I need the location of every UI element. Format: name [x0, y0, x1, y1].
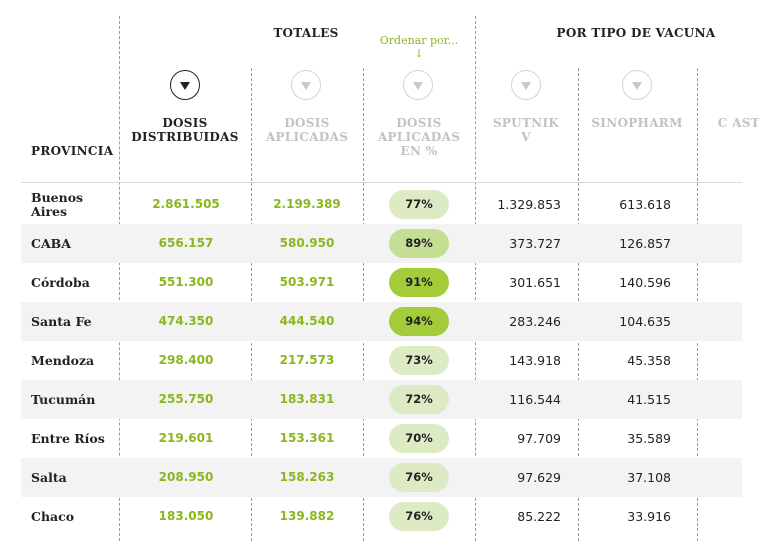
- pct-badge: 77%: [389, 190, 449, 219]
- pct-badge: 91%: [389, 268, 449, 297]
- pct-badge: 73%: [389, 346, 449, 375]
- sort-button-sputnik[interactable]: [511, 70, 541, 100]
- group-header-por-tipo: POR TIPO DE VACUNA: [556, 26, 716, 40]
- column-header-dosis-aplicadas[interactable]: DOSIS APLICADAS: [265, 116, 349, 144]
- sinopharm-value: 41.515: [627, 392, 671, 407]
- table-row: Chaco 183.050 139.882 76% 85.222 33.916: [21, 497, 742, 536]
- pct-badge: 76%: [389, 502, 449, 531]
- province-name: Buenos Aires: [31, 190, 84, 219]
- sputnik-value: 301.651: [509, 275, 561, 290]
- sinopharm-value: 104.635: [619, 314, 671, 329]
- column-header-sputnik[interactable]: SPUTNIK V: [492, 116, 560, 144]
- dosis-distribuidas-value: 656.157: [158, 236, 214, 250]
- sort-button-dosis-aplicadas[interactable]: [291, 70, 321, 100]
- province-name: Chaco: [31, 509, 75, 524]
- table-row: Mendoza 298.400 217.573 73% 143.918 45.358: [21, 341, 742, 380]
- dosis-distribuidas-value: 208.950: [158, 470, 214, 484]
- table-row: Tucumán 255.750 183.831 72% 116.544 41.515: [21, 380, 742, 419]
- table-row: Salta 208.950 158.263 76% 97.629 37.108: [21, 458, 742, 497]
- sinopharm-value: 613.618: [619, 197, 671, 212]
- sort-button-dosis-aplicadas-pct[interactable]: [403, 70, 433, 100]
- column-header-dosis-aplicadas-pct[interactable]: DOSIS APLICADAS EN %: [377, 116, 461, 158]
- divider: [119, 16, 120, 541]
- sputnik-value: 116.544: [509, 392, 561, 407]
- dosis-aplicadas-value: 183.831: [279, 392, 335, 406]
- column-header-provincia: PROVINCIA: [31, 144, 114, 158]
- group-header-totales: TOTALES: [273, 26, 339, 40]
- dosis-aplicadas-value: 580.950: [279, 236, 335, 250]
- province-name: Córdoba: [31, 275, 90, 290]
- pct-badge: 72%: [389, 385, 449, 414]
- sputnik-value: 283.246: [509, 314, 561, 329]
- table-row: Buenos Aires 2.861.505 2.199.389 77% 1.329.8…: [21, 185, 742, 224]
- column-header-astrazeneca[interactable]: C ASTR: [717, 116, 759, 130]
- dosis-aplicadas-value: 158.263: [279, 470, 335, 484]
- column-header-dosis-distribuidas[interactable]: DOSIS DISTRIBUIDAS: [131, 116, 239, 144]
- sort-down-icon: [180, 82, 190, 90]
- sputnik-value: 373.727: [509, 236, 561, 251]
- sort-down-icon: [413, 82, 423, 90]
- province-name: Entre Ríos: [31, 431, 105, 446]
- sputnik-value: 97.629: [517, 470, 561, 485]
- dosis-aplicadas-value: 139.882: [279, 509, 335, 523]
- dosis-distribuidas-value: 255.750: [158, 392, 214, 406]
- sputnik-value: 1.329.853: [497, 197, 561, 212]
- province-name: Mendoza: [31, 353, 95, 368]
- dosis-distribuidas-value: 298.400: [158, 353, 214, 367]
- province-name: CABA: [31, 236, 71, 251]
- province-name: Salta: [31, 470, 67, 485]
- province-name: Tucumán: [31, 392, 96, 407]
- dosis-distribuidas-value: 474.350: [158, 314, 214, 328]
- sort-down-icon: [632, 82, 642, 90]
- dosis-distribuidas-value: 183.050: [158, 509, 214, 523]
- table-row: CABA 656.157 580.950 89% 373.727 126.857: [21, 224, 742, 263]
- province-name: Santa Fe: [31, 314, 92, 329]
- sputnik-value: 97.709: [517, 431, 561, 446]
- pct-badge: 89%: [389, 229, 449, 258]
- table-row: Santa Fe 474.350 444.540 94% 283.246 104.635: [21, 302, 742, 341]
- sputnik-value: 143.918: [509, 353, 561, 368]
- sort-button-sinopharm[interactable]: [622, 70, 652, 100]
- table-row: Córdoba 551.300 503.971 91% 301.651 140.596: [21, 263, 742, 302]
- dosis-distribuidas-value: 551.300: [158, 275, 214, 289]
- sinopharm-value: 37.108: [627, 470, 671, 485]
- dosis-distribuidas-value: 2.861.505: [152, 197, 220, 211]
- pct-badge: 94%: [389, 307, 449, 336]
- dosis-aplicadas-value: 503.971: [279, 275, 335, 289]
- sort-down-icon: [521, 82, 531, 90]
- sort-hint: Ordenar por... ↓: [364, 34, 474, 60]
- dosis-aplicadas-value: 2.199.389: [273, 197, 341, 211]
- divider: [475, 16, 476, 541]
- sinopharm-value: 126.857: [619, 236, 671, 251]
- sinopharm-value: 45.358: [627, 353, 671, 368]
- sinopharm-value: 35.589: [627, 431, 671, 446]
- dosis-distribuidas-value: 219.601: [158, 431, 214, 445]
- sort-down-icon: [301, 82, 311, 90]
- header-rule: [21, 182, 742, 183]
- pct-badge: 76%: [389, 463, 449, 492]
- column-header-sinopharm[interactable]: SINOPHARM: [591, 116, 683, 130]
- dosis-aplicadas-value: 153.361: [279, 431, 335, 445]
- dosis-aplicadas-value: 217.573: [279, 353, 335, 367]
- sort-button-dosis-distribuidas[interactable]: [170, 70, 200, 100]
- sputnik-value: 85.222: [517, 509, 561, 524]
- sinopharm-value: 33.916: [627, 509, 671, 524]
- down-arrow-icon: ↓: [414, 47, 424, 60]
- sort-hint-label: Ordenar por...: [379, 34, 459, 47]
- sinopharm-value: 140.596: [619, 275, 671, 290]
- dosis-aplicadas-value: 444.540: [279, 314, 335, 328]
- pct-badge: 70%: [389, 424, 449, 453]
- table-row: Entre Ríos 219.601 153.361 70% 97.709 35.589: [21, 419, 742, 458]
